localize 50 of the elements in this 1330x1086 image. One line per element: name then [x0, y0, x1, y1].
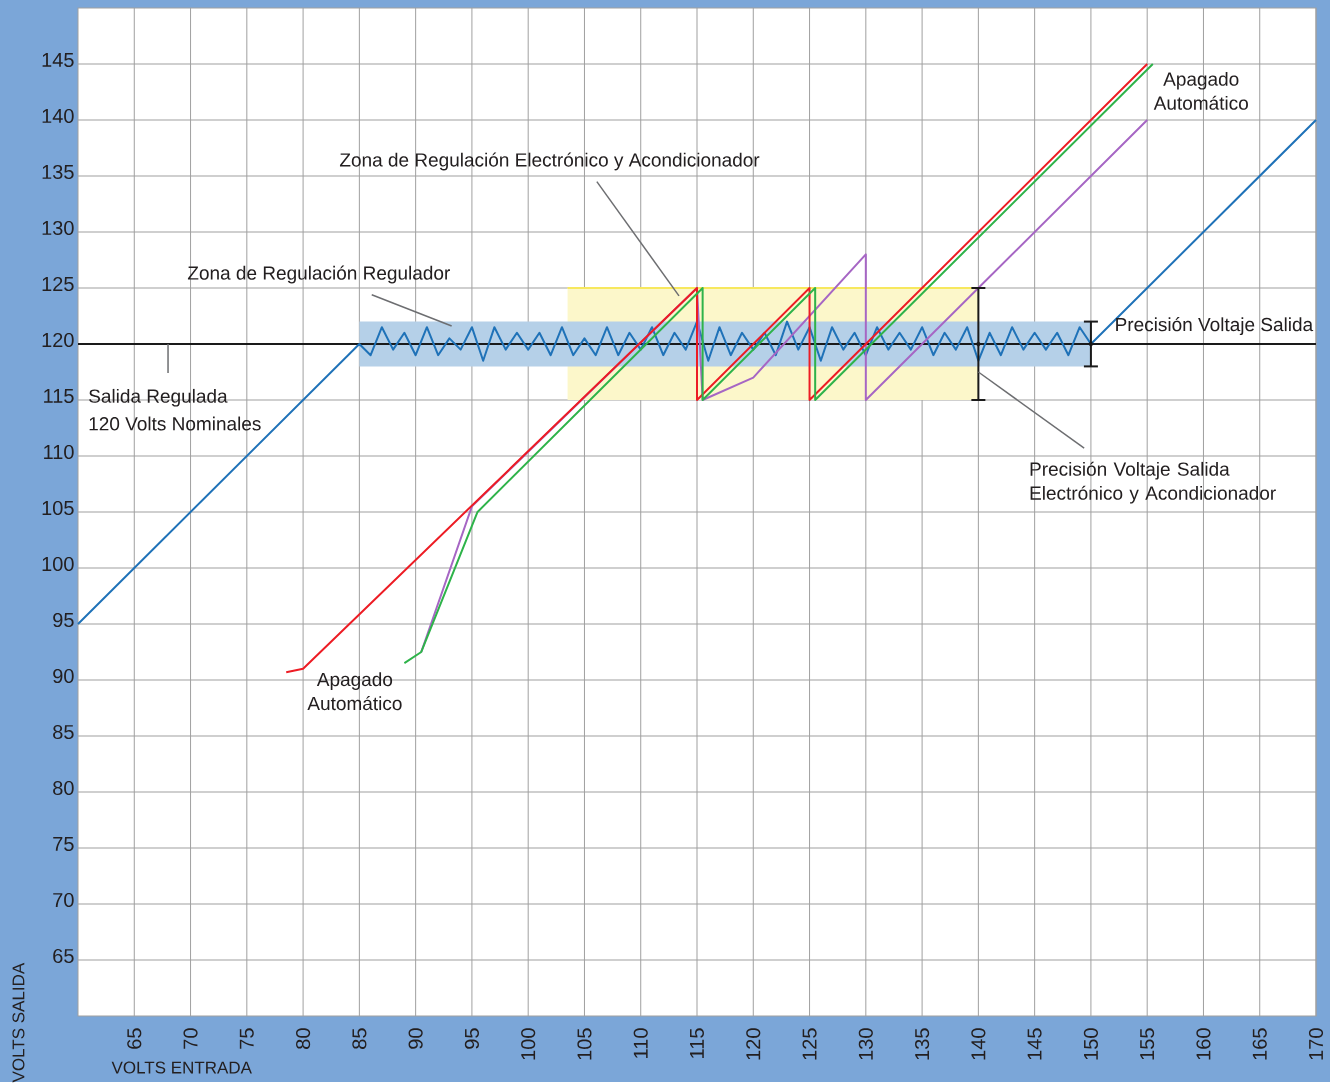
y-tick-label: 110	[44, 445, 74, 460]
x-tick-label: 145	[1027, 1028, 1042, 1060]
x-tick-label: 130	[858, 1028, 873, 1060]
y-axis-title: VOLTS SALIDA	[12, 962, 25, 1083]
y-tick-label: 65	[53, 949, 74, 964]
y-tick-label: 100	[42, 557, 74, 572]
annotation: Apagado Automático	[307, 672, 402, 711]
x-tick-label: 100	[521, 1028, 536, 1060]
annotation: Zona de Regulación Electrónico y Acondicionador	[339, 152, 760, 171]
annotation: Precisión Voltaje Salida	[1116, 317, 1314, 336]
annotation: Precisión Voltaje Salida Electrónico y Acondicionador	[1030, 461, 1276, 504]
y-tick-label: 130	[42, 221, 74, 236]
y-tick-label: 115	[44, 389, 74, 404]
y-tick-label: 145	[42, 53, 74, 68]
y-tick-label: 135	[42, 165, 74, 180]
x-tick-label: 165	[1252, 1028, 1267, 1060]
x-tick-label: 125	[802, 1028, 817, 1060]
x-tick-label: 120	[746, 1028, 761, 1060]
x-tick-label: 140	[971, 1028, 986, 1060]
x-tick-label: 115	[690, 1028, 704, 1058]
x-tick-label: 85	[352, 1028, 367, 1050]
x-tick-label: 110	[633, 1028, 648, 1058]
annotation: Salida Regulada	[89, 388, 228, 407]
x-tick-label: 105	[577, 1028, 592, 1060]
line-series	[77, 119, 1317, 626]
y-tick-label: 140	[42, 109, 74, 124]
x-axis-title: VOLTS ENTRADA	[111, 1061, 252, 1074]
x-tick-label: 95	[464, 1028, 479, 1049]
x-tick-label: 65	[127, 1028, 142, 1049]
y-tick-label: 90	[53, 669, 74, 684]
annotation: 120 Volts Nominales	[89, 416, 261, 431]
y-tick-label: 125	[42, 277, 74, 292]
y-tick-label: 120	[42, 333, 74, 348]
y-tick-label: 80	[53, 781, 74, 796]
x-tick-label: 75	[239, 1028, 254, 1049]
x-tick-label: 150	[1083, 1028, 1098, 1060]
y-tick-label: 95	[53, 613, 74, 628]
x-tick-label: 80	[296, 1028, 311, 1050]
y-tick-label: 75	[53, 837, 74, 852]
x-tick-label: 70	[183, 1028, 198, 1049]
y-tick-label: 70	[53, 893, 74, 908]
y-tick-label: 85	[53, 725, 74, 740]
x-tick-label: 170	[1308, 1028, 1324, 1060]
annotation: Apagado Automático	[1153, 71, 1248, 110]
x-tick-label: 155	[1140, 1028, 1155, 1060]
y-tick-label: 105	[42, 501, 74, 516]
annotation: Zona de Regulación Regulador	[187, 265, 450, 284]
x-tick-label: 90	[408, 1028, 423, 1049]
x-tick-label: 135	[915, 1028, 930, 1060]
x-tick-label: 160	[1196, 1028, 1211, 1060]
